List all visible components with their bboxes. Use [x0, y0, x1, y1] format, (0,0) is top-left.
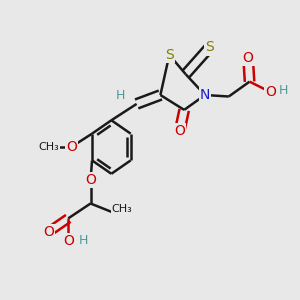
Text: O: O — [85, 173, 96, 187]
Text: O: O — [66, 140, 77, 154]
Text: H: H — [279, 84, 288, 97]
Text: O: O — [174, 124, 185, 138]
Text: H: H — [78, 234, 88, 247]
Text: H: H — [116, 88, 125, 101]
Text: CH₃: CH₃ — [39, 142, 59, 152]
Text: O: O — [44, 225, 54, 239]
Text: S: S — [205, 40, 214, 55]
Text: CH₃: CH₃ — [111, 204, 132, 214]
Text: O: O — [63, 234, 74, 248]
Text: N: N — [200, 88, 210, 102]
Text: O: O — [243, 51, 254, 65]
Text: S: S — [165, 48, 174, 62]
Text: O: O — [265, 85, 276, 99]
